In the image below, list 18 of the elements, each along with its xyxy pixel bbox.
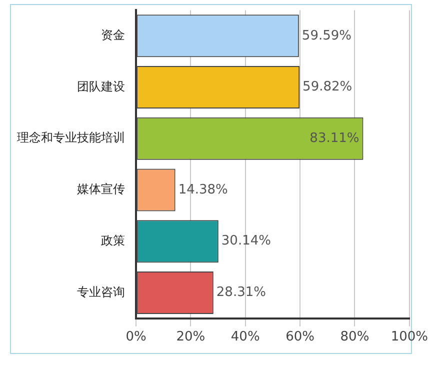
y-tick-label: 政策 xyxy=(101,233,125,248)
data-label: 59.59% xyxy=(302,28,352,44)
data-label: 14.38% xyxy=(178,182,228,198)
x-tick-label: 80% xyxy=(340,330,370,345)
x-tick-label: 100% xyxy=(390,330,428,345)
y-tick-label: 理念和专业技能培训 xyxy=(17,130,125,145)
y-tick-label: 媒体宣传 xyxy=(77,182,125,196)
x-tick-label: 60% xyxy=(286,330,315,345)
data-label: 30.14% xyxy=(221,234,271,249)
x-tick-label: 0% xyxy=(126,330,146,345)
y-tick-label: 团队建设 xyxy=(77,79,125,94)
data-label: 28.31% xyxy=(216,285,266,300)
y-tick-label: 资金 xyxy=(101,28,125,42)
data-label: 83.11% xyxy=(310,130,360,146)
y-tick-label: 专业咨询 xyxy=(77,284,125,299)
x-tick-label: 40% xyxy=(230,330,260,345)
x-tick-label: 20% xyxy=(176,330,206,345)
data-label: 59.82% xyxy=(302,80,352,95)
